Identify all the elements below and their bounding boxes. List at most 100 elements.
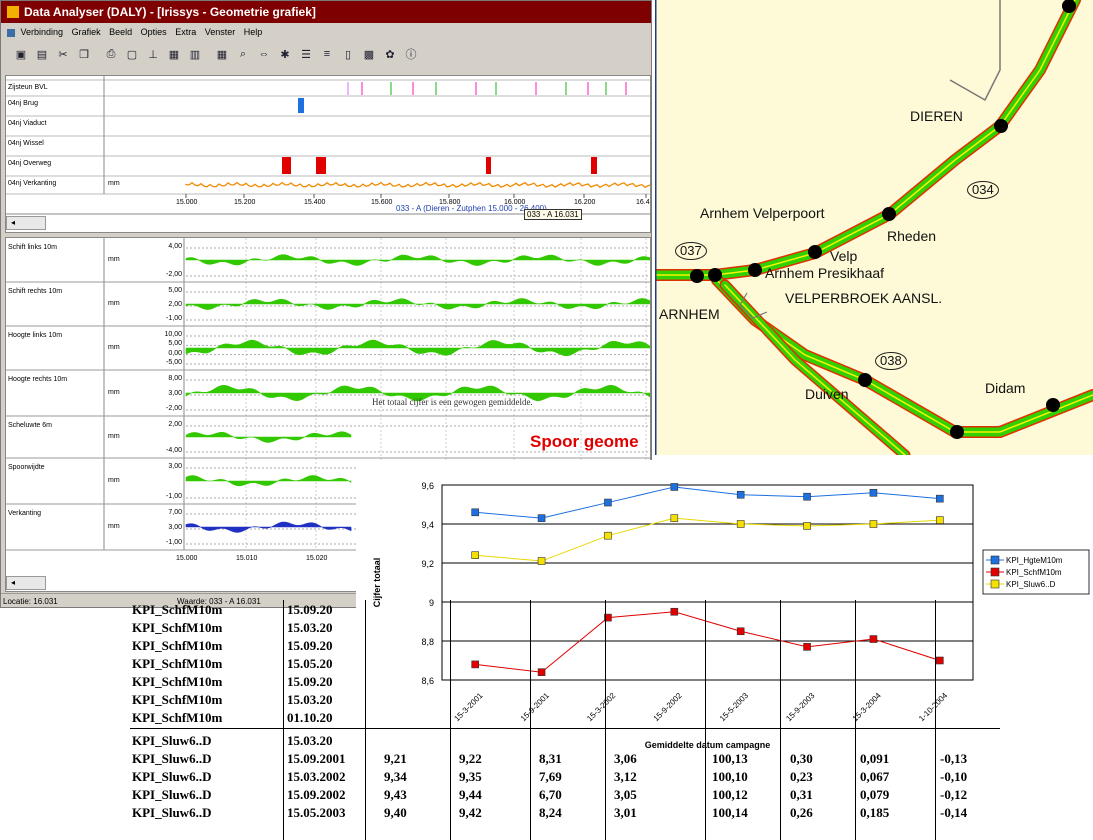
menu-help[interactable]: Help	[243, 27, 263, 37]
top-axis-tick: 16.000	[504, 199, 526, 206]
geometry-row-unit-2: mm	[108, 344, 120, 351]
table-cell: 8,24	[539, 805, 562, 820]
geometry-trace	[185, 521, 352, 533]
table-cell: 0,185	[860, 805, 890, 820]
menu-opties[interactable]: Opties	[140, 27, 167, 37]
y-tick-label: 9,6	[421, 481, 434, 491]
open-icon[interactable]: ▣	[15, 48, 27, 61]
table-cell: KPI_SchfM10m	[132, 620, 223, 635]
table-column-rule	[605, 600, 606, 840]
cant-trace	[185, 181, 650, 189]
table-cell: 15.03.20	[287, 733, 333, 748]
table-cell: 15.09.2001	[287, 751, 346, 766]
bottom-axis-tick: 15.010	[236, 555, 258, 562]
menu-grafiek[interactable]: Grafiek	[71, 27, 101, 37]
status-waarde: Waarde: 033 - A 16.031	[177, 597, 261, 606]
preview-icon[interactable]: ▢	[126, 48, 138, 61]
settings-icon[interactable]: ✿	[385, 48, 395, 61]
table-cell: -0,10	[940, 769, 968, 784]
geometry-row-value: -1,00	[166, 493, 182, 500]
data-point	[604, 613, 612, 622]
line-number-038: 038	[875, 352, 907, 370]
data-point	[604, 531, 612, 540]
row-unit-5: mm	[108, 180, 120, 187]
report-icon[interactable]: ▦	[168, 48, 180, 61]
table-cell: 0,30	[790, 751, 813, 766]
table-cell: KPI_SchfM10m	[132, 656, 223, 671]
y-tick-label: 8,8	[421, 637, 434, 647]
calculator-icon[interactable]: ▦	[216, 48, 228, 61]
table-cell: KPI_SchfM10m	[132, 710, 223, 725]
copy-icon[interactable]: ❐	[79, 48, 89, 61]
data-point	[736, 520, 745, 528]
scroll-left-button[interactable]: ◂	[6, 216, 46, 230]
window-title: Data Analyser (DALY) - [Irissys - Geomet…	[24, 5, 316, 19]
data-point	[936, 516, 944, 524]
menu-extra[interactable]: Extra	[175, 27, 197, 37]
ruler-icon[interactable]: ⊥	[148, 48, 158, 61]
geometry-row-value: -2,00	[166, 405, 182, 412]
menu-venster[interactable]: Venster	[204, 27, 236, 37]
info-icon[interactable]: ⓘ	[405, 49, 417, 61]
geometry-row-value: 4,00	[168, 243, 182, 250]
geometry-row-unit-4: mm	[108, 433, 120, 440]
print-icon[interactable]: ⎙	[106, 47, 116, 60]
select-icon[interactable]: ▩	[363, 48, 375, 61]
table-column-rule	[283, 600, 284, 840]
geometry-row-value: -4,00	[166, 447, 182, 454]
columns-icon[interactable]: ▯	[344, 48, 352, 61]
table-column-rule	[365, 600, 366, 840]
place-velp: Velp	[830, 248, 858, 264]
table-cell: 0,067	[860, 769, 890, 784]
geometry-row-value: 3,00	[168, 390, 182, 397]
rows-icon[interactable]: ≡	[323, 48, 331, 60]
event-graph-panel: 15.000 15.200 15.400 15.600 15.800 16.000 16.2…	[5, 75, 651, 233]
arrows-icon[interactable]: ⇔	[258, 48, 270, 60]
geometry-graph: 15.000 15.010 15.020	[6, 238, 650, 562]
geometry-row-label-2: Hoogte links 10m	[8, 332, 63, 339]
y-tick-label: 9,4	[421, 520, 434, 530]
geometry-row-label-5: Spoorwijdte	[8, 464, 45, 471]
table-cell: KPI_Sluw6..D	[132, 787, 212, 802]
doc-caption: Het totaal cijfer is een gewogen gemidde…	[372, 397, 533, 407]
table-column-rule	[530, 600, 531, 840]
table-column-rule	[705, 600, 706, 840]
map-tracks	[655, 0, 1093, 455]
table-cell: 7,69	[539, 769, 562, 784]
top-axis-tick: 16.200	[574, 199, 596, 206]
data-point	[869, 635, 878, 643]
row-label-2: 04nj Viaduct	[8, 120, 47, 127]
row-label-5: 04nj Verkanting	[8, 180, 57, 187]
geometry-row-value: -1,00	[166, 315, 182, 322]
geometry-row-unit-1: mm	[108, 300, 120, 307]
table-cell: 9,35	[459, 769, 482, 784]
save-icon[interactable]: ▤	[36, 48, 48, 61]
grid-icon[interactable]: ▥	[189, 48, 201, 61]
table-cell: 100,12	[712, 787, 748, 802]
data-point	[471, 660, 479, 669]
scroll-left-button-2[interactable]: ◂	[6, 576, 46, 590]
geometry-row-label-0: Schift links 10m	[8, 244, 58, 251]
legend-label: KPI_HgteM10m	[1006, 556, 1063, 565]
table-cell: KPI_SchfM10m	[132, 674, 223, 689]
kpi-line-chart: 9,6 9,4 9,2 9 8,8 8,6 15-3-2001 15-9-2001 15-3-2…	[356, 460, 1093, 760]
data-point	[537, 668, 546, 676]
layers-icon[interactable]: ☰	[301, 48, 311, 61]
tools-icon[interactable]: ✱	[280, 48, 290, 61]
geometry-trace	[185, 298, 650, 310]
search-icon[interactable]: ⌕	[239, 47, 247, 60]
row-label-0: Zijsteun BVL	[8, 84, 48, 91]
level-crossing-marker	[282, 157, 291, 174]
mdi-icon[interactable]	[7, 28, 15, 37]
table-cell: 15.05.2003	[287, 805, 346, 820]
menu-beeld[interactable]: Beeld	[109, 27, 133, 37]
event-graph: 15.000 15.200 15.400 15.600 15.800 16.000 16.2…	[6, 76, 650, 215]
place-arnhem-presikhaaf: Arnhem Presikhaaf	[765, 265, 885, 281]
table-cell: 15.03.20	[287, 620, 333, 635]
menu-verbinding[interactable]: Verbinding	[20, 27, 64, 37]
level-crossing-marker	[486, 157, 491, 174]
data-point	[803, 522, 811, 530]
top-axis-tick: 15.800	[439, 199, 461, 206]
data-point	[736, 627, 745, 636]
cut-icon[interactable]: ✂	[58, 48, 68, 61]
